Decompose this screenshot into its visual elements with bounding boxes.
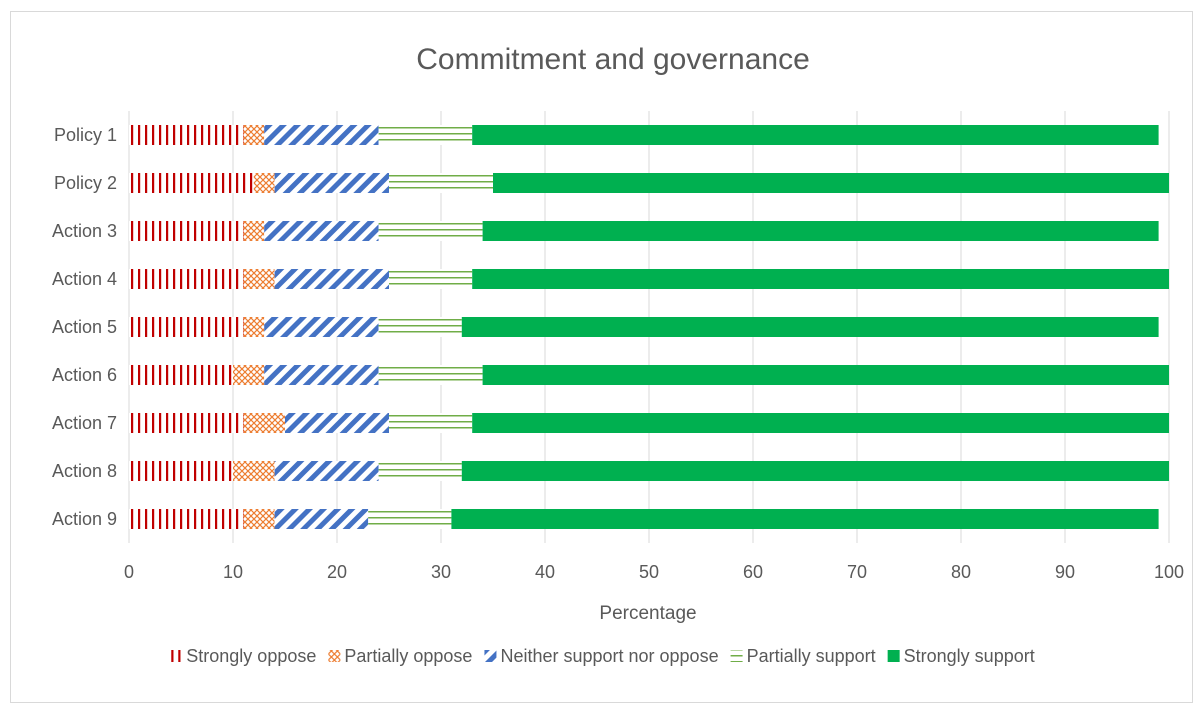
legend-label: Neither support nor oppose bbox=[500, 646, 718, 666]
legend-swatch bbox=[170, 650, 183, 662]
bar-policy-1-strongly-support bbox=[472, 125, 1159, 145]
bar-action-7-partially-support bbox=[389, 413, 473, 433]
bar-action-4-partially-oppose bbox=[243, 269, 275, 289]
legend: Strongly oppose Partially oppose Neither s… bbox=[170, 646, 1035, 666]
legend-swatch bbox=[887, 650, 900, 662]
legend-swatch bbox=[328, 650, 341, 662]
bar-action-4-neither-support-nor-oppose bbox=[274, 269, 389, 289]
y-tick-label: Policy 2 bbox=[54, 173, 117, 193]
bar-action-5-partially-support bbox=[378, 317, 462, 337]
bar-action-8-neither-support-nor-oppose bbox=[274, 461, 379, 481]
bar-policy-2-partially-oppose bbox=[253, 173, 275, 193]
bar-action-4-strongly-support bbox=[472, 269, 1169, 289]
bar-action-6-partially-oppose bbox=[233, 365, 265, 385]
bar-policy-1-strongly-oppose bbox=[129, 125, 244, 145]
bar-action-8-strongly-support bbox=[461, 461, 1169, 481]
bar-action-4-partially-support bbox=[389, 269, 473, 289]
x-axis-labels: 0 10 20 30 40 50 60 70 80 90 100 bbox=[124, 562, 1184, 582]
bar-action-5-strongly-support bbox=[461, 317, 1159, 337]
x-tick-label: 10 bbox=[223, 562, 243, 582]
legend-label: Partially support bbox=[747, 646, 876, 666]
bar-action-3-strongly-support bbox=[482, 221, 1159, 241]
bar-action-6-strongly-support bbox=[482, 365, 1170, 385]
bar-action-4-strongly-oppose bbox=[129, 269, 244, 289]
bar-action-8-partially-oppose bbox=[233, 461, 275, 481]
bar-action-9-strongly-support bbox=[451, 509, 1159, 529]
bar-action-7-strongly-support bbox=[472, 413, 1169, 433]
legend-swatch bbox=[730, 650, 743, 662]
x-tick-label: 60 bbox=[743, 562, 763, 582]
bar-policy-1-neither-support-nor-oppose bbox=[264, 125, 379, 145]
x-tick-label: 0 bbox=[124, 562, 134, 582]
bar-action-5-neither-support-nor-oppose bbox=[264, 317, 379, 337]
y-axis-labels: Policy 1 Policy 2 Action 3 Action 4 Action 5… bbox=[52, 125, 117, 529]
bar-action-3-strongly-oppose bbox=[129, 221, 244, 241]
bar-policy-2-neither-support-nor-oppose bbox=[274, 173, 389, 193]
bar-policy-1-partially-support bbox=[378, 125, 473, 145]
y-tick-label: Action 4 bbox=[52, 269, 117, 289]
bar-policy-2-partially-support bbox=[389, 173, 493, 193]
x-tick-label: 40 bbox=[535, 562, 555, 582]
chart-frame: Commitment and governance Policy 1 Policy… bbox=[10, 11, 1193, 703]
legend-item-partially-oppose: Partially oppose bbox=[328, 646, 472, 666]
bar-action-8-partially-support bbox=[378, 461, 462, 481]
x-tick-label: 30 bbox=[431, 562, 451, 582]
legend-label: Strongly oppose bbox=[186, 646, 316, 666]
bar-action-5-strongly-oppose bbox=[129, 317, 244, 337]
x-tick-label: 100 bbox=[1154, 562, 1184, 582]
y-tick-label: Action 3 bbox=[52, 221, 117, 241]
bar-policy-1-partially-oppose bbox=[243, 125, 265, 145]
x-tick-label: 80 bbox=[951, 562, 971, 582]
bar-action-9-neither-support-nor-oppose bbox=[274, 509, 369, 529]
x-tick-label: 50 bbox=[639, 562, 659, 582]
bar-policy-2-strongly-support bbox=[493, 173, 1169, 193]
legend-label: Partially oppose bbox=[344, 646, 472, 666]
y-tick-label: Action 7 bbox=[52, 413, 117, 433]
bar-action-7-strongly-oppose bbox=[129, 413, 244, 433]
y-tick-label: Action 8 bbox=[52, 461, 117, 481]
x-tick-label: 90 bbox=[1055, 562, 1075, 582]
y-tick-label: Policy 1 bbox=[54, 125, 117, 145]
bars bbox=[129, 125, 1170, 529]
legend-item-strongly-support: Strongly support bbox=[887, 646, 1035, 666]
legend-item-neither-support-nor-oppose: Neither support nor oppose bbox=[484, 646, 719, 666]
y-tick-label: Action 6 bbox=[52, 365, 117, 385]
bar-action-9-partially-support bbox=[368, 509, 452, 529]
bar-action-5-partially-oppose bbox=[243, 317, 265, 337]
bar-action-6-strongly-oppose bbox=[129, 365, 233, 385]
bar-action-6-partially-support bbox=[378, 365, 483, 385]
y-tick-label: Action 5 bbox=[52, 317, 117, 337]
bar-action-3-neither-support-nor-oppose bbox=[264, 221, 379, 241]
bar-action-9-strongly-oppose bbox=[129, 509, 244, 529]
chart-title: Commitment and governance bbox=[416, 43, 810, 76]
x-axis-title: Percentage bbox=[599, 603, 696, 624]
legend-item-partially-support: Partially support bbox=[730, 646, 876, 666]
legend-item-strongly-oppose: Strongly oppose bbox=[170, 646, 316, 666]
bar-action-6-neither-support-nor-oppose bbox=[264, 365, 379, 385]
legend-swatch bbox=[484, 650, 497, 662]
bar-action-8-strongly-oppose bbox=[129, 461, 233, 481]
x-tick-label: 20 bbox=[327, 562, 347, 582]
bar-action-3-partially-oppose bbox=[243, 221, 265, 241]
bar-action-3-partially-support bbox=[378, 221, 483, 241]
bar-policy-2-strongly-oppose bbox=[129, 173, 254, 193]
legend-label: Strongly support bbox=[904, 646, 1035, 666]
x-tick-label: 70 bbox=[847, 562, 867, 582]
stacked-bar-chart: Commitment and governance Policy 1Policy… bbox=[52, 43, 1184, 666]
bar-action-9-partially-oppose bbox=[243, 509, 275, 529]
bar-action-7-neither-support-nor-oppose bbox=[285, 413, 389, 433]
y-tick-label: Action 9 bbox=[52, 509, 117, 529]
bar-action-7-partially-oppose bbox=[243, 413, 285, 433]
